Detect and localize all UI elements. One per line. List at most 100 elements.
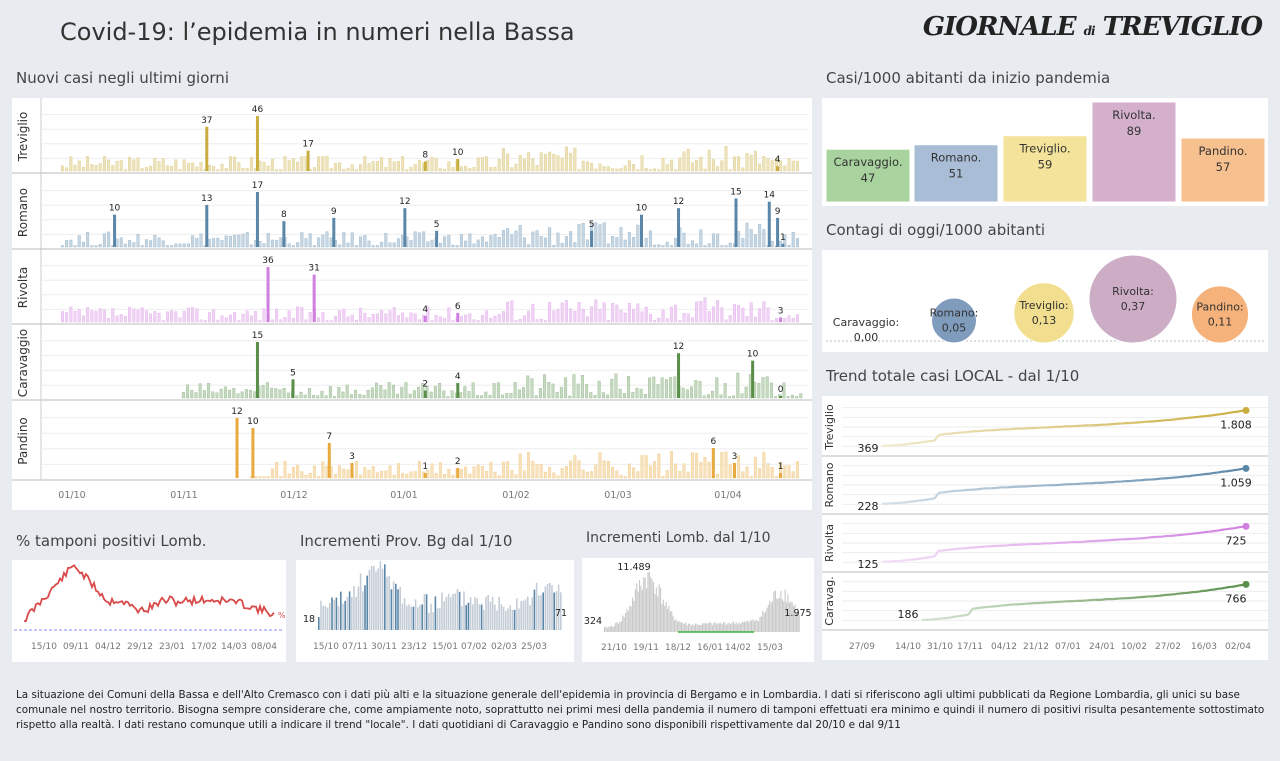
trend-end-label: 1.059 xyxy=(1220,476,1252,489)
trend-segment xyxy=(1198,589,1204,593)
prov-bar xyxy=(419,605,421,630)
lomb-bar xyxy=(685,622,687,632)
bar xyxy=(459,469,463,479)
bar xyxy=(695,243,699,248)
bar xyxy=(451,474,455,479)
bar xyxy=(632,467,636,479)
bar xyxy=(779,160,783,172)
lomb-bar xyxy=(730,624,732,632)
lomb-bar xyxy=(629,606,631,632)
prov-bar xyxy=(496,610,498,630)
x-tick: 15/01 xyxy=(432,642,458,652)
bar xyxy=(619,168,623,172)
lomb-bar xyxy=(744,621,746,632)
lomb-bar xyxy=(660,587,662,632)
bar xyxy=(472,243,476,248)
bar xyxy=(501,461,505,479)
bar xyxy=(602,166,606,172)
bar xyxy=(396,160,400,172)
bar xyxy=(304,319,308,323)
bar xyxy=(699,156,703,172)
bar xyxy=(661,475,665,479)
lomb-bar xyxy=(675,619,677,632)
bar xyxy=(615,168,619,172)
bar xyxy=(165,311,169,323)
x-tick: 31/10 xyxy=(927,642,953,652)
x-tick: 01/11 xyxy=(170,490,197,501)
bar xyxy=(538,388,542,399)
bar xyxy=(115,315,119,323)
bar xyxy=(455,245,459,248)
bar xyxy=(464,466,468,479)
trend-start-label: 125 xyxy=(858,558,879,571)
bar xyxy=(702,395,706,399)
bar xyxy=(669,159,673,172)
bar xyxy=(190,389,194,399)
trend-segment xyxy=(926,497,931,501)
prov-bar xyxy=(353,585,355,630)
bar xyxy=(195,238,199,248)
lomb-bar xyxy=(696,623,698,632)
x-tick: 15/10 xyxy=(31,642,57,652)
bar xyxy=(354,389,358,399)
prov-bar xyxy=(522,600,525,630)
lomb-bar xyxy=(786,602,788,632)
lomb-bar xyxy=(667,609,669,632)
lomb-bar xyxy=(714,621,716,632)
lomb-bar xyxy=(774,590,776,632)
lomb-bar xyxy=(727,623,729,632)
bar xyxy=(287,310,291,323)
today-value: 0,05 xyxy=(942,322,967,335)
prov-bar xyxy=(333,599,335,630)
bar xyxy=(220,240,224,248)
bar xyxy=(359,236,363,248)
bar xyxy=(295,395,299,399)
prov-bar xyxy=(505,610,507,630)
bar xyxy=(388,465,392,479)
bar xyxy=(287,160,291,172)
x-tick: 01/10 xyxy=(58,490,85,501)
bar xyxy=(485,241,489,248)
peak-label: 13 xyxy=(201,194,212,204)
trend-segment xyxy=(918,441,923,444)
prov-bar xyxy=(540,595,542,630)
bar xyxy=(396,393,400,399)
bar xyxy=(358,394,362,399)
trend-segment xyxy=(1189,532,1194,536)
lomb-bar xyxy=(702,622,704,632)
lomb-bar xyxy=(669,611,671,632)
bar xyxy=(766,307,770,323)
bar xyxy=(102,233,106,248)
bar xyxy=(233,156,237,172)
trend-segment xyxy=(1197,531,1202,535)
bar xyxy=(674,238,678,248)
bar xyxy=(657,317,661,323)
bar xyxy=(405,169,409,172)
bar xyxy=(472,466,476,479)
bar xyxy=(73,164,77,172)
bar xyxy=(632,237,636,248)
bar xyxy=(262,308,266,323)
bar xyxy=(392,161,396,172)
bar xyxy=(753,150,757,172)
bar xyxy=(686,471,690,479)
bar xyxy=(367,469,371,479)
row-label-caravaggio: Caravaggio xyxy=(16,329,30,397)
bar xyxy=(724,245,728,248)
peak-bar xyxy=(266,267,270,322)
lomb-bar xyxy=(781,599,783,632)
bar xyxy=(132,159,136,172)
bar xyxy=(636,169,640,172)
lomb-bar xyxy=(710,622,712,632)
bar xyxy=(560,302,564,323)
bar xyxy=(648,377,652,399)
bar xyxy=(728,464,732,479)
prov-bar xyxy=(366,575,368,630)
bar xyxy=(228,314,232,323)
trend-segment xyxy=(938,491,943,495)
bar xyxy=(577,302,581,323)
peak-label: 10 xyxy=(636,204,648,214)
bar xyxy=(212,165,216,172)
x-tick: 16/01 xyxy=(697,643,723,653)
bar xyxy=(510,167,514,172)
